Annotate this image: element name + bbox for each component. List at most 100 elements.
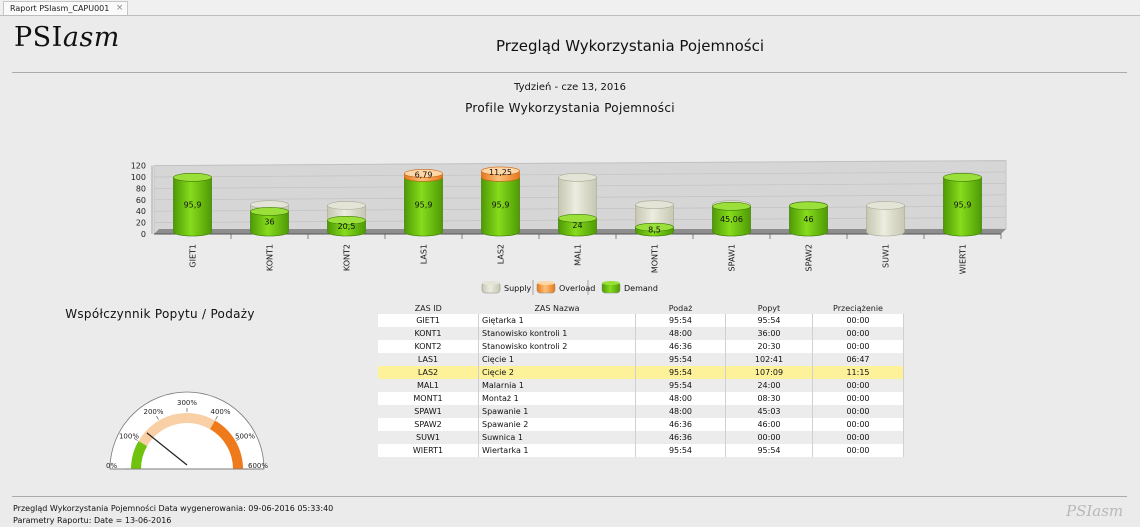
- tab-bar: Raport PSIasm_CAPU001 ×: [0, 0, 1140, 16]
- x-tick-label: SPAW2: [805, 244, 814, 271]
- psiasm-logo: PSIasm: [14, 22, 120, 53]
- cell-podaz: 46:36: [635, 340, 726, 353]
- cell-zas-id: SPAW1: [378, 405, 479, 418]
- cell-podaz: 46:36: [635, 431, 726, 444]
- footer-generated: Przegląd Wykorzystania Pojemności Data w…: [13, 504, 334, 513]
- gauge-title: Współczynnik Popytu / Podaży: [65, 307, 255, 321]
- capacity-chart: 0 20 40 60 80 100 120 95,9 GIET1 36 KONT1 20,5 KONT2…: [131, 160, 1007, 295]
- x-tick-label: KONT2: [343, 244, 352, 271]
- overload-cylinder: [481, 166, 520, 182]
- gauge-tick-label: 0%: [106, 462, 117, 470]
- cell-popyt: 46:00: [725, 418, 813, 431]
- x-tick-label: GIET1: [189, 244, 198, 268]
- demand-cylinder: [712, 202, 751, 237]
- cell-przeciazenie: 00:00: [812, 392, 904, 405]
- x-tick-label: SUW1: [882, 244, 891, 268]
- report-week: Tydzień - cze 13, 2016: [514, 82, 626, 93]
- cell-zas-id: WIERT1: [378, 444, 479, 457]
- demand-cylinder: [635, 222, 674, 237]
- y-tick-label: 100: [131, 173, 146, 182]
- demand-label: 46: [803, 215, 813, 224]
- col-header-popyt: Popyt: [757, 303, 781, 313]
- table-row[interactable]: SPAW2 Spawanie 2 46:36 46:00 00:00: [378, 418, 904, 431]
- footer-logo: PSIasm: [1066, 502, 1124, 520]
- demand-cylinder: [943, 173, 982, 237]
- cell-zas-nazwa: Stanowisko kontroli 2: [478, 340, 636, 353]
- overload-label: 6,79: [415, 170, 433, 179]
- gauge-tick-label: 500%: [235, 433, 255, 441]
- cell-zas-id: MAL1: [378, 379, 479, 392]
- demand-cylinder: [327, 216, 366, 237]
- x-tick-label: KONT1: [266, 244, 275, 271]
- demand-label: 95,9: [492, 201, 510, 210]
- cell-przeciazenie: 00:00: [812, 418, 904, 431]
- cell-zas-id: GIET1: [378, 314, 479, 327]
- close-icon[interactable]: ×: [115, 3, 124, 13]
- table-row[interactable]: MAL1 Malarnia 1 95:54 24:00 00:00: [378, 379, 904, 392]
- report-page: PSIasm Przegląd Wykorzystania Pojemności…: [0, 16, 1140, 527]
- footer-parameters: Parametry Raportu: Date = 13-06-2016: [13, 516, 172, 525]
- cell-zas-id: KONT2: [378, 340, 479, 353]
- cell-podaz: 46:36: [635, 418, 726, 431]
- tab-report[interactable]: Raport PSIasm_CAPU001 ×: [3, 1, 129, 15]
- gauge-tick: [236, 438, 241, 441]
- cell-zas-id: LAS2: [378, 366, 479, 379]
- cell-zas-nazwa: Spawanie 1: [478, 405, 636, 418]
- demand-cylinder: [789, 201, 828, 237]
- cell-popyt: 45:03: [725, 405, 813, 418]
- cell-podaz: 48:00: [635, 405, 726, 418]
- gauge-needle: [146, 432, 188, 466]
- cell-zas-id: LAS1: [378, 353, 479, 366]
- table-row[interactable]: KONT2 Stanowisko kontroli 2 46:36 20:30 00:0…: [378, 340, 904, 353]
- demand-supply-gauge: 0% 100% 200% 300% 400% 500% 600%: [106, 391, 268, 470]
- x-tick-label: SPAW1: [728, 244, 737, 271]
- table-row[interactable]: SUW1 Suwnica 1 46:36 00:00 00:00: [378, 431, 904, 444]
- cell-zas-id: SPAW2: [378, 418, 479, 431]
- col-header-podaz: Podaż: [668, 303, 693, 313]
- table-row[interactable]: LAS1 Cięcie 1 95:54 102:41 06:47: [378, 353, 904, 366]
- cell-zas-id: MONT1: [378, 392, 479, 405]
- cell-podaz: 48:00: [635, 327, 726, 340]
- demand-label: 45,06: [720, 215, 743, 224]
- cell-przeciazenie: 06:47: [812, 353, 904, 366]
- col-header-zas-nazwa: ZAS Nazwa: [534, 303, 580, 313]
- table-row[interactable]: WIERT1 Wiertarka 1 95:54 95:54 00:00: [378, 444, 904, 457]
- cell-popyt: 95:54: [725, 314, 813, 327]
- cell-zas-nazwa: Suwnica 1: [478, 431, 636, 444]
- cell-przeciazenie: 00:00: [812, 327, 904, 340]
- cell-popyt: 95:54: [725, 444, 813, 457]
- table-row[interactable]: SPAW1 Spawanie 1 48:00 45:03 00:00: [378, 405, 904, 418]
- cell-podaz: 95:54: [635, 379, 726, 392]
- table-row[interactable]: GIET1 Giętarka 1 95:54 95:54 00:00: [378, 314, 904, 327]
- gauge-face: [109, 391, 265, 470]
- cell-popyt: 36:00: [725, 327, 813, 340]
- gauge-tick: [156, 415, 159, 420]
- demand-label: 8,5: [648, 226, 661, 235]
- cell-popyt: 102:41: [725, 353, 813, 366]
- x-tick-label: MAL1: [574, 244, 583, 266]
- demand-cylinder: [173, 173, 212, 237]
- table-row[interactable]: LAS2 Cięcie 2 95:54 107:09 11:15: [378, 366, 904, 379]
- cell-przeciazenie: 00:00: [812, 340, 904, 353]
- footer-divider: [12, 496, 1127, 497]
- table-row[interactable]: KONT1 Stanowisko kontroli 1 48:00 36:00 00:0…: [378, 327, 904, 340]
- x-tick-label: LAS1: [420, 244, 429, 264]
- legend-label: Demand: [624, 284, 658, 293]
- gridline: [153, 160, 1007, 166]
- cell-popyt: 00:00: [725, 431, 813, 444]
- table-header-row: ZAS ID ZAS Nazwa Podaż Popyt Przeciążeni…: [378, 302, 904, 314]
- cell-zas-nazwa: Wiertarka 1: [478, 444, 636, 457]
- y-tick-label: 20: [136, 219, 146, 228]
- demand-label: 24: [572, 221, 582, 230]
- cell-przeciazenie: 11:15: [812, 366, 904, 379]
- cell-podaz: 95:54: [635, 353, 726, 366]
- cell-podaz: 95:54: [635, 444, 726, 457]
- demand-label: 36: [264, 218, 274, 227]
- x-tick-label: LAS2: [497, 244, 506, 264]
- cell-popyt: 20:30: [725, 340, 813, 353]
- table-row[interactable]: MONT1 Montaż 1 48:00 08:30 00:00: [378, 392, 904, 405]
- legend-item-overload: Overload: [536, 281, 595, 294]
- legend-label: Supply: [504, 284, 532, 293]
- gauge-band-green: [131, 441, 148, 469]
- col-header-przeciazenie: Przeciążenie: [833, 303, 883, 313]
